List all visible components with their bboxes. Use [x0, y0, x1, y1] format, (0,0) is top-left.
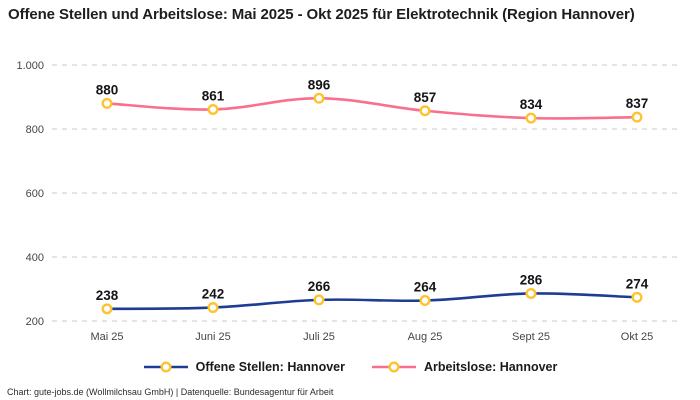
y-axis-tick-label: 800	[26, 124, 44, 136]
chart-legend: Offene Stellen: Hannover Arbeitslose: Ha…	[0, 360, 700, 374]
chart-credit: Chart: gute-jobs.de (Wollmilchsau GmbH) …	[7, 387, 334, 397]
chart-title: Offene Stellen und Arbeitslose: Mai 2025…	[8, 6, 635, 23]
legend-line-marker-icon	[143, 361, 188, 373]
data-point-marker[interactable]	[101, 303, 113, 315]
data-point-marker[interactable]	[525, 287, 537, 299]
y-axis-tick-label: 1.000	[16, 60, 44, 72]
series-line	[105, 96, 639, 120]
legend-label-arbeitslose: Arbeitslose: Hannover	[423, 360, 558, 374]
y-axis-tick-label: 600	[26, 188, 44, 200]
data-point-marker[interactable]	[525, 112, 537, 124]
data-point-label: 837	[626, 96, 649, 111]
x-axis-tick-label: Okt 25	[621, 331, 653, 343]
x-axis-tick-label: Aug 25	[408, 331, 443, 343]
data-point-label: 264	[414, 280, 437, 295]
data-point-marker[interactable]	[631, 291, 643, 303]
data-point-marker[interactable]	[419, 295, 431, 307]
x-axis-tick-label: Juli 25	[303, 331, 335, 343]
y-axis-tick-label: 200	[26, 316, 44, 328]
data-point-label: 242	[202, 287, 225, 302]
data-point-label: 238	[96, 288, 119, 303]
series-line	[105, 292, 639, 311]
x-axis-tick-label: Sept 25	[512, 331, 550, 343]
data-point-marker[interactable]	[313, 92, 325, 104]
legend-item-offene-stellen[interactable]: Offene Stellen: Hannover	[143, 360, 345, 374]
data-point-label: 286	[520, 272, 543, 287]
legend-item-arbeitslose[interactable]: Arbeitslose: Hannover	[371, 360, 557, 374]
data-point-label: 266	[308, 279, 331, 294]
y-axis-tick-label: 400	[26, 252, 44, 264]
data-point-label: 834	[520, 97, 543, 112]
x-axis-tick-label: Mai 25	[90, 331, 123, 343]
data-point-marker[interactable]	[207, 302, 219, 314]
x-axis-tick-label: Juni 25	[195, 331, 230, 343]
data-point-marker[interactable]	[207, 103, 219, 115]
legend-marker-ring-icon	[160, 361, 172, 373]
data-point-label: 896	[308, 77, 331, 92]
legend-line-marker-icon	[371, 361, 416, 373]
data-point-label: 861	[202, 88, 225, 103]
data-point-label: 880	[96, 82, 119, 97]
data-point-label: 274	[626, 276, 649, 291]
legend-marker-ring-icon	[388, 361, 400, 373]
data-point-marker[interactable]	[631, 111, 643, 123]
data-point-marker[interactable]	[419, 105, 431, 117]
data-point-marker[interactable]	[101, 97, 113, 109]
legend-label-offene-stellen: Offene Stellen: Hannover	[195, 360, 345, 374]
data-point-marker[interactable]	[313, 294, 325, 306]
data-point-label: 857	[414, 90, 437, 105]
